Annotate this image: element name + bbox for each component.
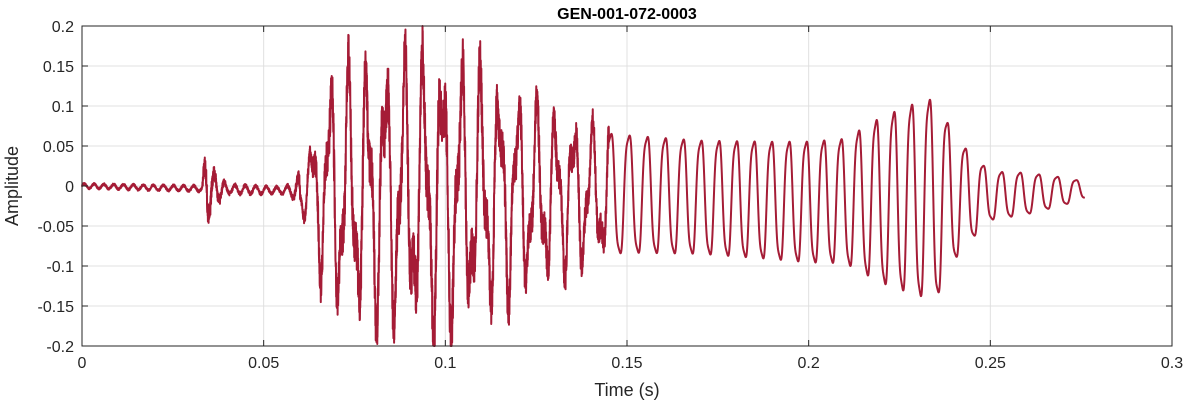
- y-tick-label: -0.1: [46, 259, 74, 276]
- x-tick-label: 0: [78, 355, 87, 372]
- x-tick-label: 0.2: [798, 355, 820, 372]
- x-axis-label: Time (s): [594, 380, 659, 400]
- ticks: 0 0.05 0.1 0.15 0.2 0.25 0.3 -0.2 -0.15 -0.1 -0.05…: [38, 19, 1184, 372]
- y-tick-label: -0.05: [38, 219, 75, 236]
- chart-title: GEN-001-072-0003: [557, 6, 697, 23]
- x-tick-label: 0.3: [1161, 355, 1183, 372]
- y-tick-label: 0: [65, 179, 74, 196]
- x-tick-label: 0.15: [611, 355, 642, 372]
- y-tick-label: 0.15: [43, 59, 74, 76]
- y-tick-label: -0.2: [46, 339, 74, 356]
- y-tick-label: 0.05: [43, 139, 74, 156]
- y-axis-label: Amplitude: [2, 146, 22, 226]
- series-group: [81, 25, 1086, 347]
- y-tick-label: -0.15: [38, 299, 75, 316]
- y-tick-label: 0.1: [52, 99, 74, 116]
- x-tick-label: 0.05: [248, 355, 279, 372]
- waveform-line: [81, 25, 1086, 347]
- y-tick-label: 0.2: [52, 19, 74, 36]
- x-tick-label: 0.25: [975, 355, 1006, 372]
- x-tick-label: 0.1: [434, 355, 456, 372]
